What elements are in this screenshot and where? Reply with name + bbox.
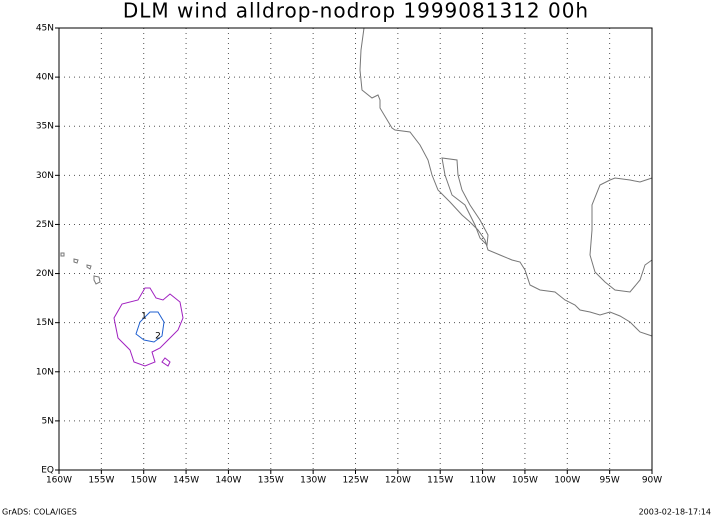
graticule bbox=[58, 27, 653, 471]
contour-label: 2 bbox=[155, 332, 161, 342]
x-tick-label: 135W bbox=[258, 476, 284, 486]
baja-california bbox=[441, 157, 489, 247]
footer-left: GrADS: COLA/IGES bbox=[2, 508, 77, 517]
y-tick-label: 15N bbox=[36, 318, 54, 328]
y-tick-label: 35N bbox=[36, 122, 54, 132]
x-tick-label: 105W bbox=[512, 476, 538, 486]
x-tick-label: 160W bbox=[46, 476, 72, 486]
contour-1 bbox=[113, 287, 184, 367]
x-tick-label: 95W bbox=[599, 476, 619, 486]
x-tick-label: 150W bbox=[131, 476, 157, 486]
x-tick-label: 90W bbox=[642, 476, 662, 486]
x-tick-label: 100W bbox=[554, 476, 580, 486]
contour-label: 1 bbox=[141, 312, 147, 322]
y-tick-label: 25N bbox=[36, 220, 54, 230]
title: DLM wind alldrop-nodrop 1999081312 00h bbox=[123, 0, 589, 23]
gulf-coast bbox=[589, 177, 653, 293]
x-tick-label: 125W bbox=[342, 476, 368, 486]
y-tick-label: 45N bbox=[36, 24, 54, 34]
contour-2 bbox=[135, 311, 165, 343]
y-tick-label: 40N bbox=[36, 73, 54, 83]
x-tick-label: 145W bbox=[173, 476, 199, 486]
x-tick-label: 120W bbox=[385, 476, 411, 486]
x-tick-label: 130W bbox=[300, 476, 326, 486]
footer-right: 2003-02-18-17:14 bbox=[639, 508, 711, 517]
y-tick-label: 10N bbox=[36, 367, 54, 377]
x-tick-label: 115W bbox=[427, 476, 453, 486]
y-tick-label: 30N bbox=[36, 171, 54, 181]
x-tick-label: 140W bbox=[215, 476, 241, 486]
x-tick-label: 155W bbox=[88, 476, 114, 486]
y-tick-label: 5N bbox=[42, 416, 54, 426]
y-tick-label: 20N bbox=[36, 269, 54, 279]
coastline bbox=[359, 27, 653, 337]
hawaii-islands bbox=[60, 252, 101, 285]
y-tick-label: EQ bbox=[41, 466, 54, 476]
x-tick-label: 110W bbox=[470, 476, 496, 486]
